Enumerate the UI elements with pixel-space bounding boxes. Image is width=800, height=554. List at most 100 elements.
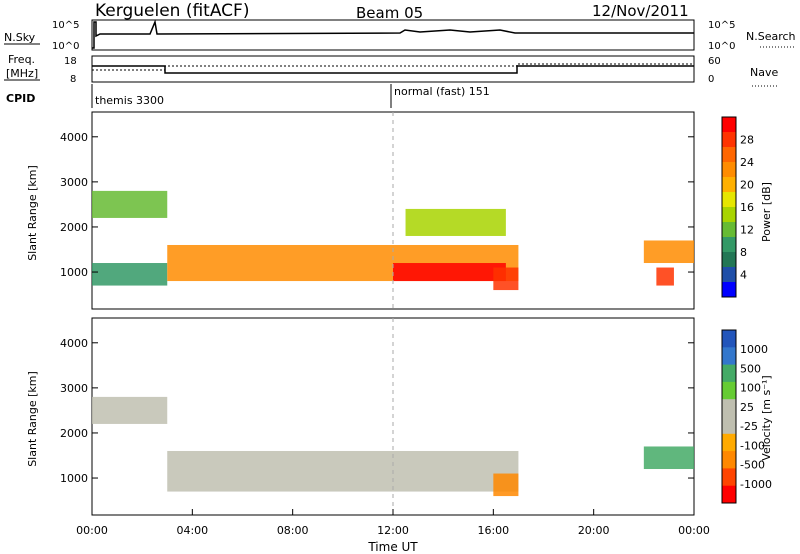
colorbar-tick-label: -500 — [740, 459, 765, 472]
colorbar-frame — [721, 329, 737, 504]
colorbar-swatch — [722, 433, 736, 452]
velocity-colorbar: 1000 500 100 25 -25 -100 -500 -1000 — [721, 329, 772, 504]
colorbar-tick-label: 100 — [740, 382, 761, 395]
colorbar-tick-label: 16 — [740, 201, 754, 214]
heatmap-region — [493, 267, 519, 291]
colorbar-tick-label: 1000 — [740, 343, 768, 356]
nave-tick-bottom: 0 — [708, 74, 714, 85]
y-tick-label: 4000 — [60, 131, 88, 144]
colorbar-tick-label: 500 — [740, 362, 761, 375]
colorbar-swatch — [722, 222, 736, 238]
freq-trace — [92, 65, 694, 74]
date-title: 12/Nov/2011 — [592, 2, 689, 20]
heatmap-region — [92, 263, 168, 286]
colorbar-tick-label: -25 — [740, 420, 758, 433]
cpid-label: CPID — [6, 92, 35, 105]
heatmap-region — [393, 263, 506, 282]
nsearch-tick-top: 10^5 — [708, 20, 735, 31]
freq-panel — [91, 55, 695, 83]
heatmap-region — [643, 446, 694, 470]
freq-label-1: Freq. — [8, 53, 35, 66]
velocity-ylabel: Slant Range [km] — [26, 371, 39, 467]
colorbar-swatch — [722, 399, 736, 417]
colorbar-tick-label: 20 — [740, 179, 754, 192]
colorbar-swatch — [722, 177, 736, 193]
y-tick-label: 3000 — [60, 382, 88, 395]
colorbar-swatch — [722, 282, 736, 298]
colorbar-tick-label: 25 — [740, 401, 754, 414]
nave-label: Nave — [750, 66, 778, 79]
y-tick-label: 3000 — [60, 176, 88, 189]
colorbar-swatch — [722, 132, 736, 148]
x-tick-label: 04:00 — [176, 524, 208, 537]
station-title: Kerguelen (fitACF) — [95, 1, 249, 21]
velocity-colorbar-label: Velocity [m s⁻¹] — [760, 375, 773, 460]
nave-trace — [92, 63, 694, 71]
colorbar-swatch — [722, 147, 736, 163]
colorbar-tick-label: 24 — [740, 156, 754, 169]
y-tick-label: 4000 — [60, 337, 88, 350]
x-axis-label: Time UT — [367, 540, 418, 554]
nsky-label: N.Sky — [4, 31, 36, 44]
nsky-panel — [91, 19, 695, 51]
colorbar-tick-label: 12 — [740, 224, 754, 237]
heatmap-region — [656, 267, 674, 286]
heatmap-region — [405, 208, 506, 236]
velocity-yticks: 4000 3000 2000 1000 — [60, 337, 694, 485]
heatmap-region — [92, 396, 168, 424]
power-colorbar-label: Power [dB] — [760, 182, 773, 242]
colorbar-swatch — [722, 347, 736, 366]
x-tick-label: 00:00 — [678, 524, 710, 537]
colorbar-swatch — [722, 364, 736, 383]
colorbar-tick-label: 28 — [740, 134, 754, 147]
colorbar-swatch — [722, 252, 736, 268]
power-colorbar: 28 24 20 16 12 8 4 — [721, 116, 754, 298]
colorbar-swatch — [722, 416, 736, 435]
y-tick-label: 2000 — [60, 427, 88, 440]
x-tick-label: 20:00 — [578, 524, 610, 537]
nsky-trace — [92, 19, 694, 49]
colorbar-tick-label: -1000 — [740, 478, 772, 491]
x-tick-label: 12:00 — [377, 524, 409, 537]
colorbar-swatch — [722, 267, 736, 283]
colorbar-swatch — [722, 207, 736, 223]
colorbar-swatch — [722, 451, 736, 469]
cpid-segment-0: themis 3300 — [95, 94, 164, 107]
power-heatmap — [92, 112, 694, 309]
colorbar-swatch — [722, 468, 736, 487]
x-axis-ticks: 00:00 04:00 08:00 12:00 16:00 20:00 00:00 — [76, 509, 710, 537]
colorbar-swatch — [722, 162, 736, 178]
nave-tick-top: 60 — [708, 56, 721, 67]
x-tick-label: 08:00 — [277, 524, 309, 537]
colorbar-swatch — [722, 192, 736, 208]
nsearch-label: N.Search — [746, 30, 796, 43]
nsky-tick-bottom: 10^0 — [52, 41, 79, 52]
power-panel — [91, 111, 695, 310]
colorbar-swatch — [722, 117, 736, 133]
freq-tick-bottom: 8 — [70, 74, 76, 85]
cpid-segment-1: normal (fast) 151 — [394, 85, 490, 98]
power-ylabel: Slant Range [km] — [26, 165, 39, 261]
colorbar-swatch — [722, 381, 736, 400]
y-tick-label: 1000 — [60, 266, 88, 279]
colorbar-frame — [721, 116, 737, 298]
beam-title: Beam 05 — [356, 4, 423, 22]
nsearch-tick-bottom: 10^0 — [708, 41, 735, 52]
colorbar-swatch — [722, 330, 736, 348]
colorbar-tick-label: 8 — [740, 246, 747, 259]
colorbar-tick-label: -100 — [740, 439, 765, 452]
velocity-heatmap — [92, 318, 694, 515]
heatmap-region — [167, 450, 519, 492]
heatmap-region — [493, 473, 519, 497]
colorbar-tick-label: 4 — [740, 269, 747, 282]
y-tick-label: 2000 — [60, 221, 88, 234]
x-tick-label: 00:00 — [76, 524, 108, 537]
velocity-panel — [91, 317, 695, 516]
freq-tick-top: 18 — [64, 56, 77, 67]
heatmap-region — [92, 190, 168, 218]
nsky-tick-top: 10^5 — [52, 20, 79, 31]
y-tick-label: 1000 — [60, 472, 88, 485]
x-tick-label: 16:00 — [477, 524, 509, 537]
colorbar-swatch — [722, 485, 736, 504]
